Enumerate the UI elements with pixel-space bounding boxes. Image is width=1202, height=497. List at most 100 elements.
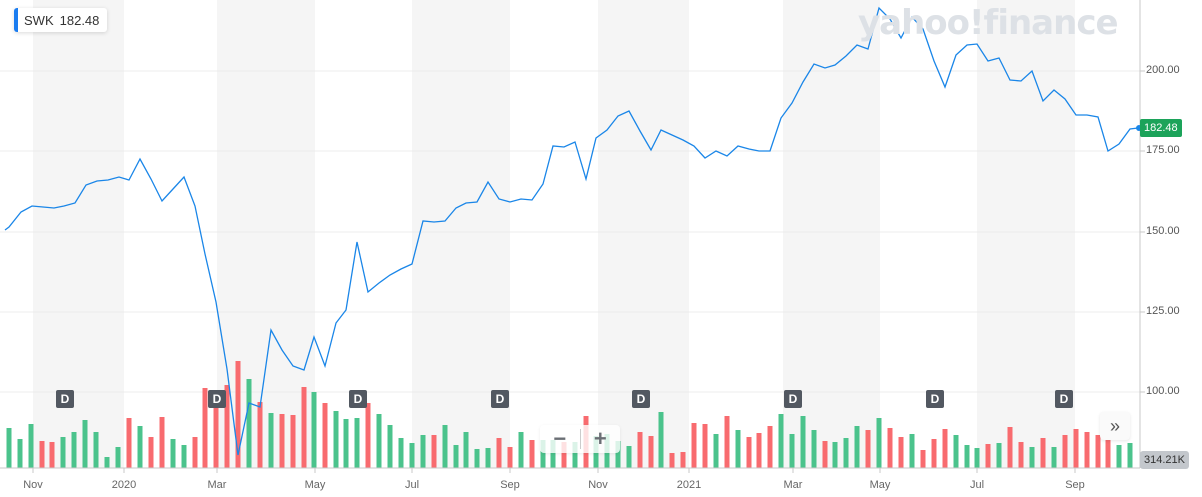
volume-bar xyxy=(626,446,632,468)
volume-bar xyxy=(49,442,55,468)
x-axis-ticks xyxy=(32,468,1076,473)
volume-bar xyxy=(735,430,741,468)
volume-bar xyxy=(290,415,296,468)
volume-bar xyxy=(409,443,415,468)
volume-bar xyxy=(507,447,513,468)
x-axis-label: Nov xyxy=(588,479,608,491)
volume-bar xyxy=(669,453,675,468)
volume-bars xyxy=(6,361,1133,468)
volume-bar xyxy=(713,434,719,468)
volume-bar xyxy=(115,447,121,468)
volume-bar xyxy=(832,442,838,468)
y-axis-label: 100.00 xyxy=(1146,385,1180,397)
grid-lines xyxy=(0,70,1145,393)
volume-bar xyxy=(71,432,77,468)
dividend-badge[interactable]: D xyxy=(632,390,650,408)
x-axis-label: Mar xyxy=(207,479,227,491)
volume-bar xyxy=(518,432,524,468)
volume-bar xyxy=(137,426,143,468)
month-band xyxy=(217,0,315,468)
x-axis-label: Nov xyxy=(23,479,43,491)
y-axis-label: 175.00 xyxy=(1146,144,1180,156)
y-axis-label: 150.00 xyxy=(1146,225,1180,237)
dividend-badge[interactable]: D xyxy=(208,390,226,408)
x-axis-label: Jul xyxy=(404,479,420,491)
volume-bar xyxy=(1018,442,1024,468)
volume-bar xyxy=(1040,438,1046,468)
volume-bar xyxy=(680,452,686,468)
dividend-badge[interactable]: D xyxy=(491,390,509,408)
volume-bar xyxy=(658,412,664,468)
alternating-month-bands xyxy=(33,0,1075,468)
volume-bar xyxy=(268,413,274,468)
x-axis-label: Sep xyxy=(500,479,520,491)
volume-bar xyxy=(322,403,328,468)
volume-bar xyxy=(964,445,970,468)
dividend-badge[interactable]: D xyxy=(926,390,944,408)
zoom-in-button[interactable]: + xyxy=(593,426,607,451)
volume-bar xyxy=(159,417,165,468)
volume-bar xyxy=(343,419,349,468)
volume-bar xyxy=(485,448,491,468)
volume-bar xyxy=(1007,427,1013,468)
volume-bar xyxy=(246,379,252,468)
current-price-tag: 182.48 xyxy=(1140,119,1182,137)
volume-bar xyxy=(17,439,23,468)
volume-bar xyxy=(202,388,208,468)
volume-bar xyxy=(811,430,817,468)
volume-bar xyxy=(996,443,1002,468)
volume-bar xyxy=(953,435,959,468)
volume-bar xyxy=(615,441,621,468)
volume-bar xyxy=(691,423,697,468)
ticker-legend[interactable]: SWK 182.48 xyxy=(14,8,108,32)
volume-bar xyxy=(920,450,926,468)
volume-bar xyxy=(181,445,187,468)
dividend-badge[interactable]: D xyxy=(56,390,74,408)
x-axis-label: Mar xyxy=(783,479,803,491)
volume-bar xyxy=(572,442,578,468)
zoom-out-button[interactable]: − xyxy=(553,426,567,451)
zoom-divider xyxy=(579,429,581,449)
volume-bar xyxy=(224,385,230,468)
volume-bar xyxy=(453,445,459,468)
volume-bar xyxy=(898,437,904,468)
volume-bar xyxy=(942,429,948,468)
volume-bar xyxy=(702,424,708,468)
volume-bar xyxy=(311,392,317,468)
scroll-right-button[interactable]: » xyxy=(1100,412,1130,440)
volume-bar xyxy=(301,387,307,468)
volume-bar xyxy=(756,433,762,468)
dividend-badge[interactable]: D xyxy=(349,390,367,408)
volume-bar xyxy=(822,441,828,468)
volume-bar xyxy=(463,432,469,468)
volume-bar xyxy=(431,435,437,468)
y-axis-label: 200.00 xyxy=(1146,64,1180,76)
x-axis-label: 2021 xyxy=(676,479,702,491)
zoom-control: − + xyxy=(540,425,620,453)
volume-bar xyxy=(93,432,99,468)
volume-bar xyxy=(1051,447,1057,468)
volume-bar xyxy=(376,414,382,468)
volume-bar xyxy=(1062,435,1068,468)
volume-bar xyxy=(170,439,176,468)
volume-bar xyxy=(974,448,980,468)
volume-bar xyxy=(496,438,502,468)
volume-bar xyxy=(474,449,480,468)
volume-bar xyxy=(82,420,88,468)
volume-bar xyxy=(724,416,730,468)
volume-bar xyxy=(843,438,849,468)
volume-bar xyxy=(365,403,371,468)
dividend-badge[interactable]: D xyxy=(784,390,802,408)
volume-bar xyxy=(540,440,546,468)
volume-bar xyxy=(333,411,339,468)
volume-bar xyxy=(1095,435,1101,468)
volume-bar xyxy=(442,425,448,468)
volume-bar xyxy=(192,437,198,468)
volume-bar xyxy=(909,434,915,468)
x-axis-label: 2020 xyxy=(111,479,137,491)
double-chevron-right-icon: » xyxy=(1109,415,1120,436)
dividend-badge[interactable]: D xyxy=(1055,390,1073,408)
volume-tag: 314.21K xyxy=(1140,451,1189,469)
volume-bar xyxy=(354,418,360,468)
